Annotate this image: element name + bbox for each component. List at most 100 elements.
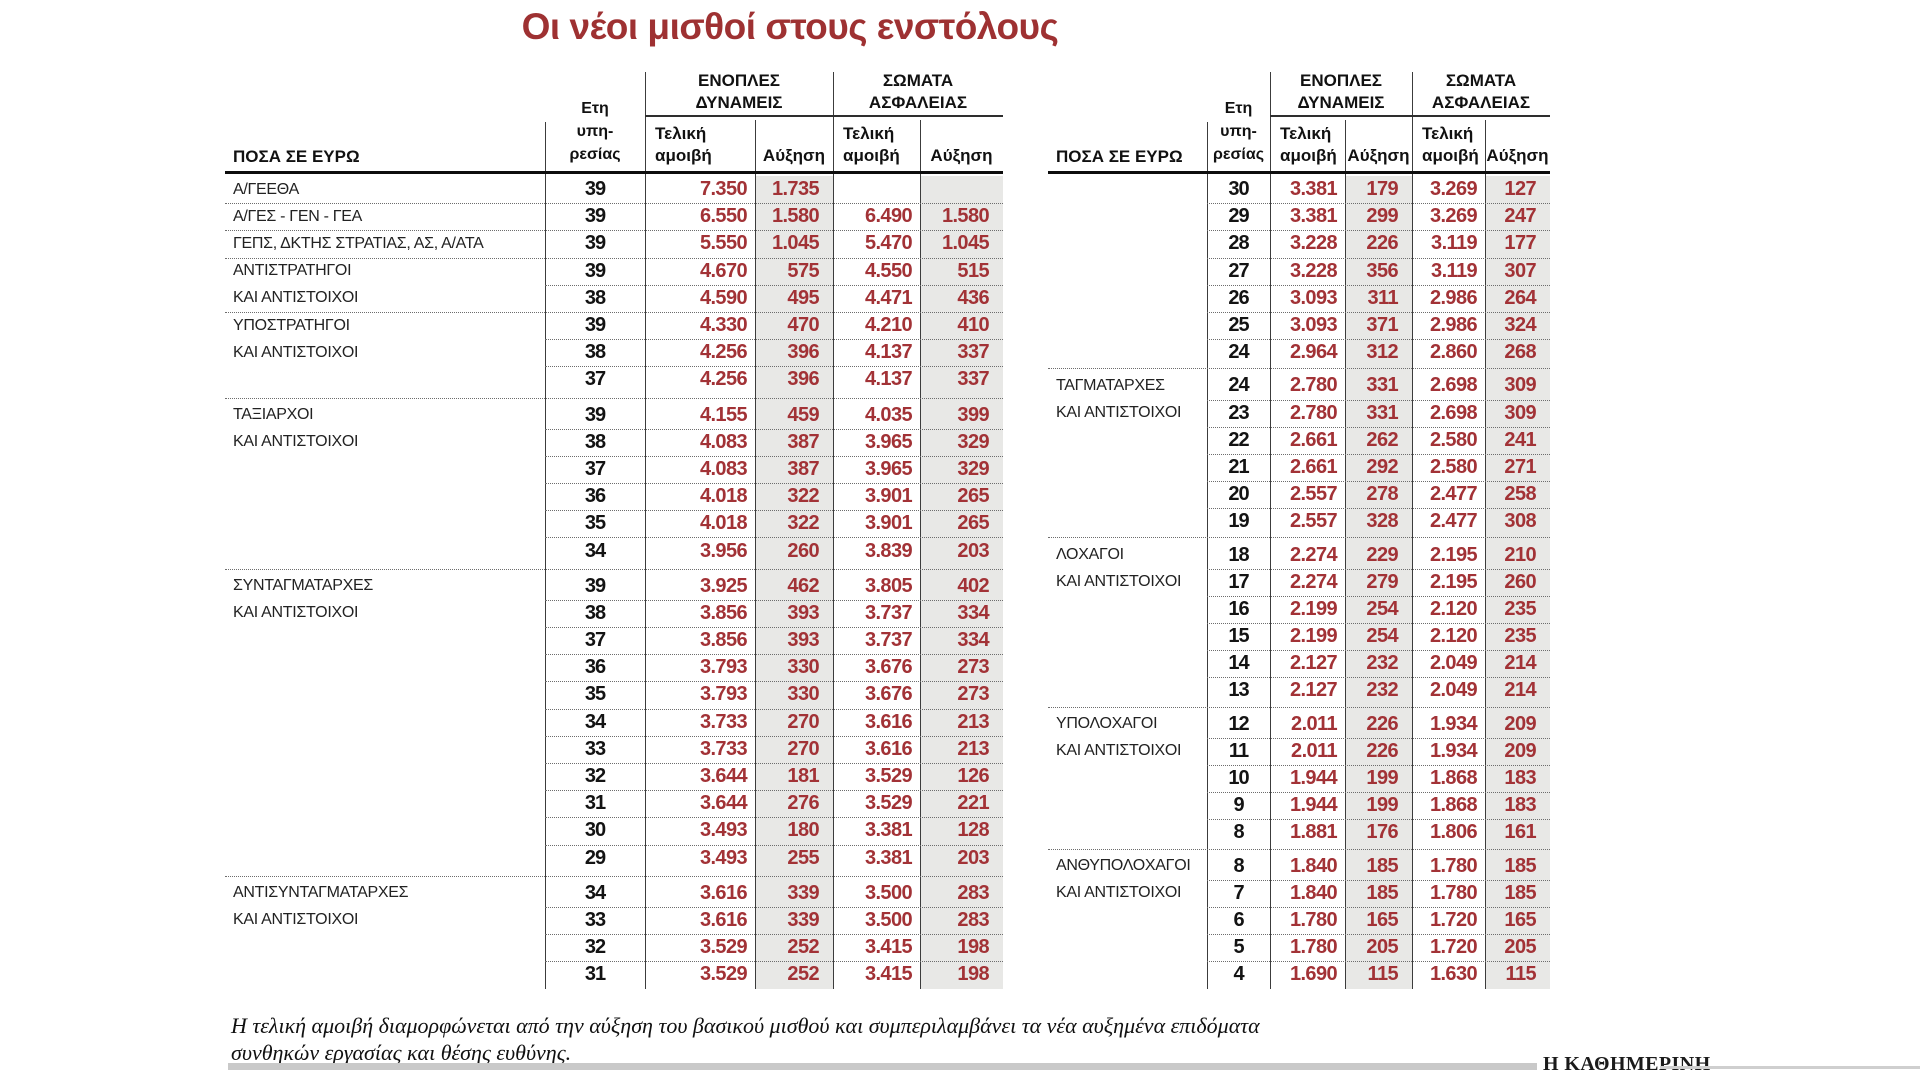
years-value: 15: [1228, 625, 1249, 648]
header-text: ΣΩΜΑΤΑ: [1445, 71, 1517, 90]
ed-increase-value: 179: [1366, 178, 1398, 201]
ed-increase-value: 270: [787, 737, 819, 760]
sa-increase-value: 241: [1504, 428, 1536, 451]
table-row: 25 3.093 371 2.986 324: [1048, 311, 1550, 339]
table-row: ΥΠΟΣΤΡΑΤΗΓΟΙ 39 4.330 470 4.210 410: [225, 311, 1003, 339]
header-text: ΕΝΟΠΛΕΣ: [698, 71, 780, 90]
sa-increase-value: [920, 176, 1003, 203]
sa-increase-value: 268: [1504, 341, 1536, 364]
ed-final-pay-value: 3.228: [1289, 232, 1338, 255]
header-years-of-service: Ετη υπη-ρεσίας: [1207, 97, 1270, 166]
header-security-corps: ΣΩΜΑΤΑ ΑΣΦΑΛΕΙΑΣ: [1412, 70, 1550, 114]
sa-final-pay-value: 3.805: [864, 574, 913, 597]
ed-increase-value: 312: [1366, 341, 1398, 364]
rank-label: ΚΑΙ ΑΝΤΙΣΤΟΙΧΟΙ: [1056, 742, 1182, 760]
sa-increase-value: 205: [1504, 936, 1536, 959]
ed-increase-value: 205: [1366, 936, 1398, 959]
years-value: 28: [1228, 232, 1249, 255]
rank-label: ΚΑΙ ΑΝΤΙΣΤΟΙΧΟΙ: [1056, 884, 1182, 902]
rank-label: [1048, 203, 1207, 230]
sa-increase-value: 271: [1504, 455, 1536, 478]
ed-final-pay-value: 4.256: [699, 368, 748, 391]
sa-increase-value: 265: [957, 512, 989, 535]
sa-final-pay-value: 2.049: [1429, 679, 1478, 702]
table-row: ΛΟΧΑΓΟΙ 18 2.274 229 2.195 210: [1048, 537, 1550, 568]
years-value: 6: [1233, 908, 1244, 931]
header-text: υπη-: [576, 123, 614, 140]
sa-increase-value: 309: [1504, 374, 1536, 397]
ed-final-pay-value: 1.780: [1289, 908, 1338, 931]
table-row: ΚΑΙ ΑΝΤΙΣΤΟΙΧΟΙ 38 4.083 387 3.965 329: [225, 428, 1003, 456]
table-row: 36 3.793 330 3.676 273: [225, 654, 1003, 681]
column-divider: [1270, 72, 1271, 989]
table-row: 4 1.690 115 1.630 115: [1048, 961, 1550, 988]
rank-label: [1048, 792, 1207, 819]
rank-label: ΑΝΤΙΣΥΝΤΑΓΜΑΤΑΡΧΕΣ: [233, 884, 409, 902]
years-value: 12: [1228, 712, 1249, 735]
years-value: 16: [1228, 597, 1249, 620]
sa-increase-value: 203: [957, 846, 989, 869]
sa-final-pay-value: 4.137: [864, 341, 913, 364]
table-row: 32 3.644 181 3.529 126: [225, 762, 1003, 790]
rank-label: [1048, 258, 1207, 285]
rank-label: [1048, 176, 1207, 203]
rank-label: [225, 845, 545, 872]
table-row: 37 4.083 387 3.965 329: [225, 455, 1003, 483]
years-value: 27: [1228, 259, 1249, 282]
ed-final-pay-value: 3.856: [699, 601, 748, 624]
rank-label: [225, 790, 545, 817]
ed-final-pay-value: 2.661: [1289, 428, 1338, 451]
header-text: αμοιβή: [1422, 146, 1479, 165]
sa-final-pay-value: 3.381: [864, 819, 913, 842]
rank-label: ΚΑΙ ΑΝΤΙΣΤΟΙΧΟΙ: [233, 604, 359, 622]
ed-increase-value: 180: [787, 819, 819, 842]
sa-final-pay-value: 4.035: [864, 403, 913, 426]
ed-final-pay-value: 1.690: [1289, 963, 1338, 986]
ed-final-pay-value: 2.127: [1289, 679, 1338, 702]
sa-increase-value: 209: [1504, 739, 1536, 762]
header-text: υπη-: [1220, 123, 1257, 140]
sa-final-pay-value: 1.780: [1429, 881, 1478, 904]
rank-label: [1048, 650, 1207, 677]
ed-final-pay-value: 3.529: [699, 963, 748, 986]
table-row: ΚΑΙ ΑΝΤΙΣΤΟΙΧΟΙ 38 3.856 393 3.737 334: [225, 599, 1003, 627]
sa-final-pay-value: 3.415: [864, 963, 913, 986]
ed-final-pay-value: 1.840: [1289, 881, 1338, 904]
rank-label: [1048, 285, 1207, 312]
ed-final-pay-value: 2.780: [1289, 374, 1338, 397]
ed-increase-value: 339: [787, 881, 819, 904]
sa-increase-value: 235: [1504, 625, 1536, 648]
ed-final-pay-value: 4.083: [699, 430, 748, 453]
ed-increase-value: 462: [787, 574, 819, 597]
table-row: 34 3.956 260 3.839 203: [225, 537, 1003, 564]
table-row: 30 3.381 179 3.269 127: [1048, 176, 1550, 203]
years-value: 34: [584, 539, 606, 562]
sa-increase-value: 161: [1504, 821, 1536, 844]
footnote-line: Η τελική αμοιβή διαμορφώνεται από την αύ…: [231, 1013, 1260, 1038]
sa-final-pay-value: 3.737: [864, 601, 913, 624]
years-value: 22: [1228, 428, 1249, 451]
table-row: ΚΑΙ ΑΝΤΙΣΤΟΙΧΟΙ 38 4.590 495 4.471 436: [225, 284, 1003, 312]
header-years-of-service: Ετη υπη-ρεσίας: [545, 97, 645, 166]
years-value: 35: [584, 683, 606, 706]
years-value: 5: [1233, 936, 1244, 959]
rank-label: [1048, 508, 1207, 535]
ed-increase-value: 330: [787, 656, 819, 679]
sa-increase-value: 214: [1504, 679, 1536, 702]
ed-increase-value: 199: [1366, 794, 1398, 817]
sa-increase-value: 165: [1504, 908, 1536, 931]
sa-final-pay-value: 2.477: [1429, 483, 1478, 506]
table-row: ΚΑΙ ΑΝΤΙΣΤΟΙΧΟΙ 38 4.256 396 4.137 337: [225, 339, 1003, 366]
table-row: ΑΝΘΥΠΟΛΟΧΑΓΟΙ 8 1.840 185 1.780 185: [1048, 848, 1550, 880]
rank-label: [1048, 677, 1207, 704]
table-row: 20 2.557 278 2.477 258: [1048, 481, 1550, 508]
ed-final-pay-value: 4.590: [699, 286, 748, 309]
table-rows: 30 3.381 179 3.269 127 29 3.381 299 3.269 247 28 3.…: [1048, 176, 1550, 988]
ed-final-pay-value: 4.155: [699, 403, 748, 426]
ed-increase-value: 181: [787, 765, 819, 788]
sa-increase-value: 337: [957, 341, 989, 364]
header-rule: [225, 171, 1003, 174]
sa-increase-value: 273: [957, 683, 989, 706]
rank-label: [225, 510, 545, 537]
